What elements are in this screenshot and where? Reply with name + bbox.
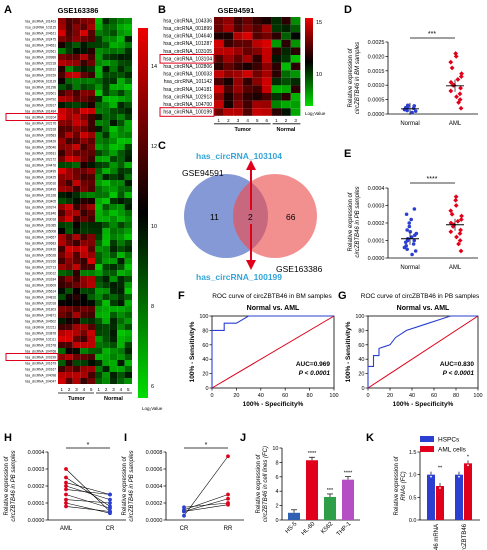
panel-k-significance: * <box>467 454 470 460</box>
panel-k-legend-swatch-hspc <box>420 436 434 442</box>
panel-k-point <box>467 464 469 466</box>
panel-k-legend-hspc: HSPCs <box>438 437 460 444</box>
panel-k-y-tick-label: 1.5 <box>409 450 417 456</box>
panel-k-ylabel: Relative expression ofRNAs (FC) <box>394 456 407 515</box>
panel-k-y-tick-label: 1.0 <box>409 473 417 479</box>
panel-k-legend-aml: AML cells <box>438 447 467 454</box>
panel-k-y-tick-label: 0.5 <box>409 495 417 501</box>
panel-k-significance: ** <box>438 466 443 472</box>
panel-k-point <box>458 476 460 478</box>
panel-k-ylabel-line1: Relative expression of <box>394 456 400 515</box>
panel-k-point <box>439 487 441 489</box>
panel-k-y-tick-label: 0.0 <box>409 518 417 524</box>
panel-k-bar <box>436 486 444 520</box>
panel-k-bar <box>464 463 472 520</box>
panel-k-bar <box>455 475 463 520</box>
panel-k-bar <box>427 475 435 520</box>
panel-k-category: ZBTB46 mRNA <box>434 524 440 550</box>
panel-k-point <box>430 476 432 478</box>
panel-k-ylabel-line2: RNAs (FC) <box>401 471 407 500</box>
panel-k-category: circZBTB46 <box>462 523 468 550</box>
panel-k-legend-swatch-aml <box>420 446 434 452</box>
